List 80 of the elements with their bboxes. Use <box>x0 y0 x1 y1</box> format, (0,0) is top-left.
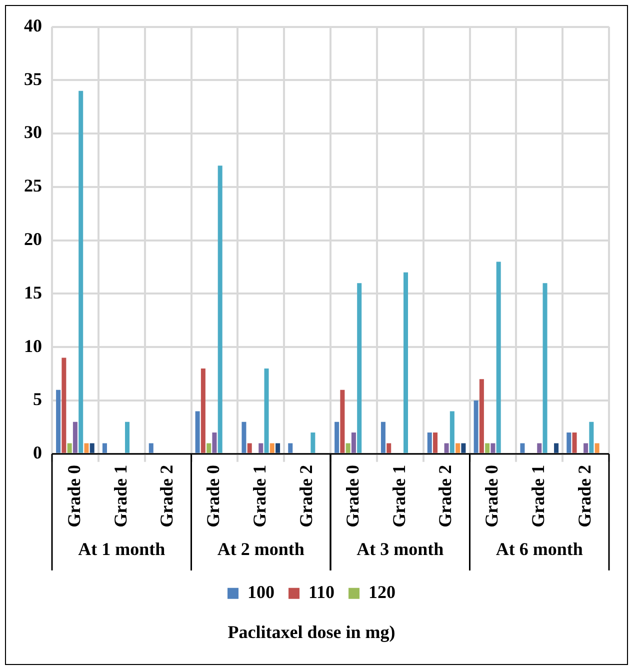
bar <box>520 443 525 453</box>
y-tick-label: 20 <box>24 229 42 250</box>
text: At 2 month <box>217 539 304 560</box>
bar <box>456 443 460 453</box>
x-tick-label: Grade 0 <box>64 464 84 528</box>
bar <box>542 283 548 453</box>
bar <box>433 432 438 453</box>
y-tick-label: 15 <box>24 282 42 302</box>
bar <box>340 390 345 453</box>
y-tick-label: 35 <box>24 68 42 89</box>
bar <box>270 443 274 453</box>
bar <box>334 422 340 453</box>
bar <box>351 432 356 453</box>
bar <box>584 443 588 453</box>
y-tick-label: 10 <box>24 336 42 356</box>
x-tick-label: Grade 1 <box>110 464 130 528</box>
x-tick-label: Grade 0 <box>342 464 362 528</box>
bar <box>102 443 107 453</box>
bar <box>84 443 89 453</box>
bar <box>247 443 252 453</box>
bar <box>125 422 130 453</box>
bar <box>346 443 350 453</box>
legend-label: 110 <box>308 582 335 602</box>
bar <box>62 358 66 453</box>
bar <box>78 90 84 453</box>
x-tick-label: Grade 1 <box>528 464 548 528</box>
x-tick-label: Grade 2 <box>156 464 177 528</box>
bar <box>474 400 478 453</box>
bar <box>357 283 362 453</box>
bar <box>67 443 72 453</box>
bar <box>589 422 594 453</box>
y-tick-label: 25 <box>24 176 42 196</box>
legend-label: 100 <box>247 582 274 602</box>
y-tick-label: 5 <box>33 389 42 410</box>
bar <box>496 262 501 453</box>
bar <box>310 432 316 453</box>
bar <box>200 368 206 453</box>
legend-label: 120 <box>368 582 396 602</box>
bar <box>380 422 386 453</box>
text: Paclitaxel dose in mg) <box>228 622 396 642</box>
text: At 6 month <box>496 539 583 560</box>
bar <box>427 432 432 453</box>
bar <box>276 443 280 453</box>
x-tick-label: Grade 0 <box>203 464 224 528</box>
bar <box>444 443 449 453</box>
bar <box>566 432 572 453</box>
bar <box>195 411 200 453</box>
x-tick-label: Grade 0 <box>482 464 502 528</box>
bar <box>450 411 454 453</box>
bar <box>404 272 408 453</box>
x-tick-label: Grade 2 <box>296 464 316 528</box>
x-tick-label: Grade 1 <box>250 464 270 528</box>
bar <box>386 443 392 453</box>
y-tick-label: 40 <box>24 15 42 36</box>
text: At 1 month <box>78 539 166 560</box>
bar <box>72 422 78 453</box>
bar <box>56 390 61 453</box>
bar <box>594 443 600 453</box>
y-tick-label: 30 <box>24 122 42 142</box>
bar <box>479 379 484 453</box>
bar <box>148 443 154 453</box>
bar <box>485 443 490 453</box>
bar <box>490 443 496 453</box>
x-tick-label: Grade 2 <box>574 464 594 528</box>
text: At 3 month <box>356 539 444 560</box>
bar <box>572 432 577 453</box>
bar <box>461 443 466 453</box>
bar <box>537 443 542 453</box>
x-tick-label: Grade 2 <box>435 464 456 528</box>
bar <box>242 422 246 453</box>
bar <box>554 443 559 453</box>
bar <box>258 443 264 453</box>
bar <box>264 368 269 453</box>
bar <box>212 432 217 453</box>
y-tick-label: 0 <box>33 442 42 463</box>
x-tick-label: Grade 1 <box>388 464 409 528</box>
bar <box>90 443 94 453</box>
bar <box>288 443 293 453</box>
bar <box>218 166 222 453</box>
bar <box>206 443 212 453</box>
